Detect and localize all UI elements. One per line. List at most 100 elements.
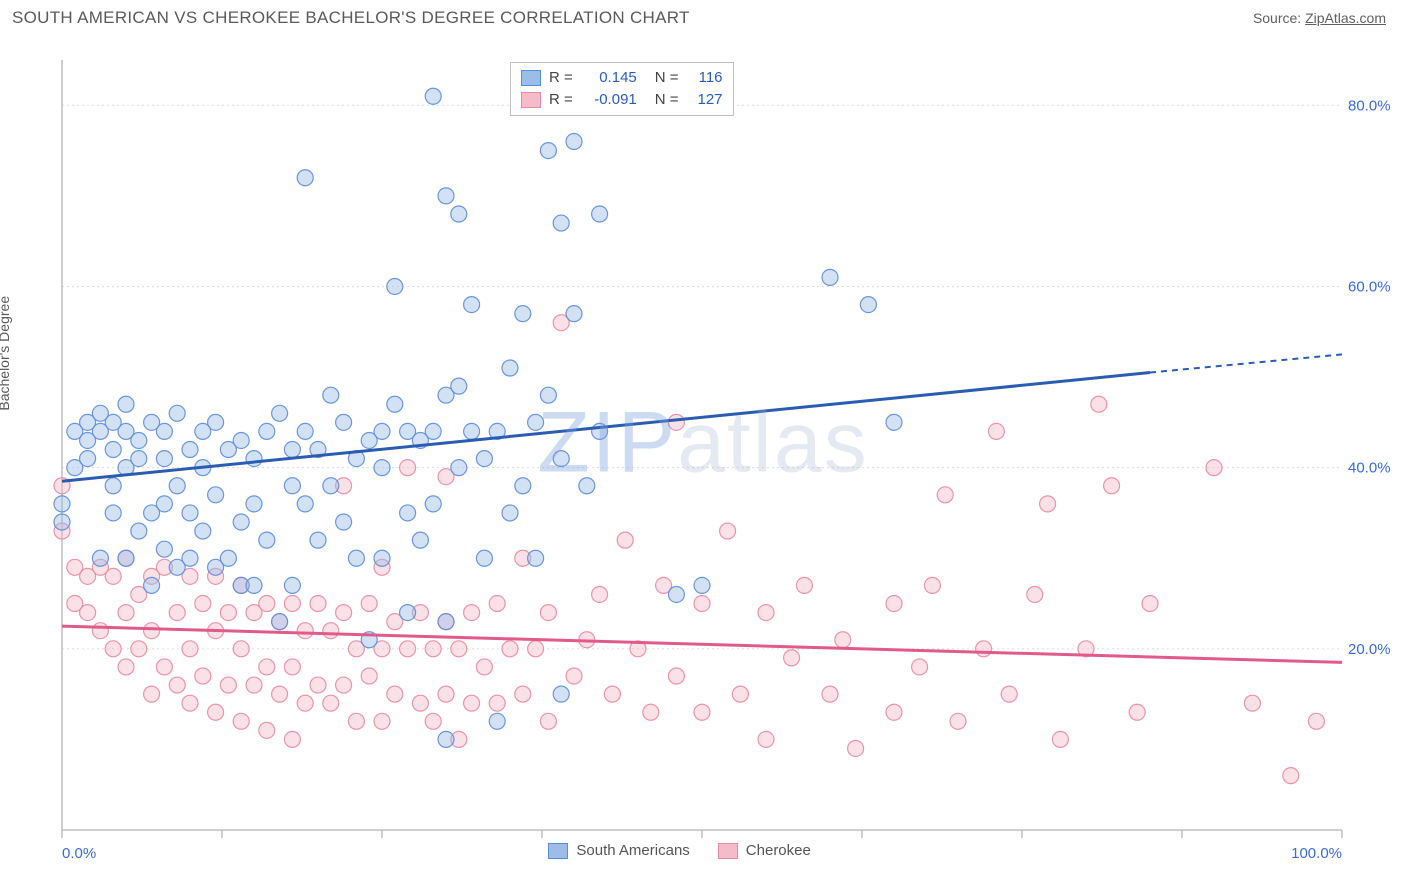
y-tick-label: 80.0% bbox=[1348, 97, 1391, 114]
data-point bbox=[425, 713, 441, 729]
data-point bbox=[1129, 704, 1145, 720]
data-point bbox=[361, 596, 377, 612]
data-point bbox=[553, 215, 569, 231]
data-point bbox=[502, 360, 518, 376]
data-point bbox=[182, 641, 198, 657]
data-point bbox=[860, 297, 876, 313]
data-point bbox=[348, 550, 364, 566]
data-point bbox=[438, 188, 454, 204]
data-point bbox=[105, 478, 121, 494]
data-point bbox=[400, 505, 416, 521]
data-point bbox=[297, 496, 313, 512]
data-point bbox=[259, 722, 275, 738]
data-point bbox=[412, 695, 428, 711]
data-point bbox=[579, 478, 595, 494]
data-point bbox=[156, 541, 172, 557]
data-point bbox=[220, 677, 236, 693]
data-point bbox=[156, 496, 172, 512]
data-point bbox=[246, 496, 262, 512]
data-point bbox=[668, 414, 684, 430]
data-point bbox=[528, 550, 544, 566]
trend-line-blue-dash bbox=[1150, 354, 1342, 372]
data-point bbox=[105, 442, 121, 458]
data-point bbox=[144, 623, 160, 639]
data-point bbox=[259, 659, 275, 675]
data-point bbox=[297, 170, 313, 186]
data-point bbox=[144, 577, 160, 593]
data-point bbox=[297, 623, 313, 639]
data-point bbox=[361, 668, 377, 684]
data-point bbox=[476, 451, 492, 467]
data-point bbox=[425, 423, 441, 439]
data-point bbox=[54, 514, 70, 530]
data-point bbox=[732, 686, 748, 702]
data-point bbox=[259, 423, 275, 439]
data-point bbox=[489, 596, 505, 612]
data-point bbox=[1244, 695, 1260, 711]
data-point bbox=[118, 550, 134, 566]
data-point bbox=[387, 278, 403, 294]
data-point bbox=[668, 668, 684, 684]
data-point bbox=[131, 432, 147, 448]
data-point bbox=[784, 650, 800, 666]
legend-swatch bbox=[548, 843, 568, 859]
data-point bbox=[208, 704, 224, 720]
data-point bbox=[80, 605, 96, 621]
legend-n-value: 116 bbox=[687, 67, 723, 89]
y-tick-label: 40.0% bbox=[1348, 460, 1391, 477]
data-point bbox=[451, 378, 467, 394]
data-point bbox=[92, 623, 108, 639]
data-point bbox=[169, 478, 185, 494]
legend-n-label: N = bbox=[655, 67, 679, 89]
data-point bbox=[553, 451, 569, 467]
data-point bbox=[489, 713, 505, 729]
data-point bbox=[156, 451, 172, 467]
data-point bbox=[886, 414, 902, 430]
data-point bbox=[976, 641, 992, 657]
data-point bbox=[259, 532, 275, 548]
data-point bbox=[886, 596, 902, 612]
data-point bbox=[195, 523, 211, 539]
data-point bbox=[54, 496, 70, 512]
data-point bbox=[476, 659, 492, 675]
data-point bbox=[246, 677, 262, 693]
data-point bbox=[169, 677, 185, 693]
data-point bbox=[438, 614, 454, 630]
data-point bbox=[425, 641, 441, 657]
data-point bbox=[233, 713, 249, 729]
data-point bbox=[822, 686, 838, 702]
data-point bbox=[182, 550, 198, 566]
data-point bbox=[182, 442, 198, 458]
data-point bbox=[246, 451, 262, 467]
data-point bbox=[156, 659, 172, 675]
data-point bbox=[336, 677, 352, 693]
data-point bbox=[220, 550, 236, 566]
data-point bbox=[694, 704, 710, 720]
data-point bbox=[374, 460, 390, 476]
data-point bbox=[451, 641, 467, 657]
data-point bbox=[643, 704, 659, 720]
data-point bbox=[220, 605, 236, 621]
data-point bbox=[169, 405, 185, 421]
data-point bbox=[592, 586, 608, 602]
data-point bbox=[604, 686, 620, 702]
data-point bbox=[284, 442, 300, 458]
y-tick-label: 60.0% bbox=[1348, 278, 1391, 295]
data-point bbox=[208, 487, 224, 503]
data-point bbox=[323, 478, 339, 494]
source-link[interactable]: ZipAtlas.com bbox=[1305, 10, 1386, 26]
legend-item: Cherokee bbox=[718, 842, 811, 859]
data-point bbox=[374, 713, 390, 729]
legend-row: R =-0.091N =127 bbox=[521, 89, 723, 111]
data-point bbox=[182, 505, 198, 521]
data-point bbox=[284, 478, 300, 494]
data-point bbox=[425, 496, 441, 512]
data-point bbox=[284, 596, 300, 612]
trend-line-blue bbox=[62, 373, 1150, 482]
chart-title: SOUTH AMERICAN VS CHEROKEE BACHELOR'S DE… bbox=[12, 8, 690, 28]
data-point bbox=[105, 641, 121, 657]
data-point bbox=[1052, 731, 1068, 747]
data-point bbox=[118, 659, 134, 675]
data-point bbox=[451, 206, 467, 222]
legend-series-label: South Americans bbox=[576, 842, 689, 859]
